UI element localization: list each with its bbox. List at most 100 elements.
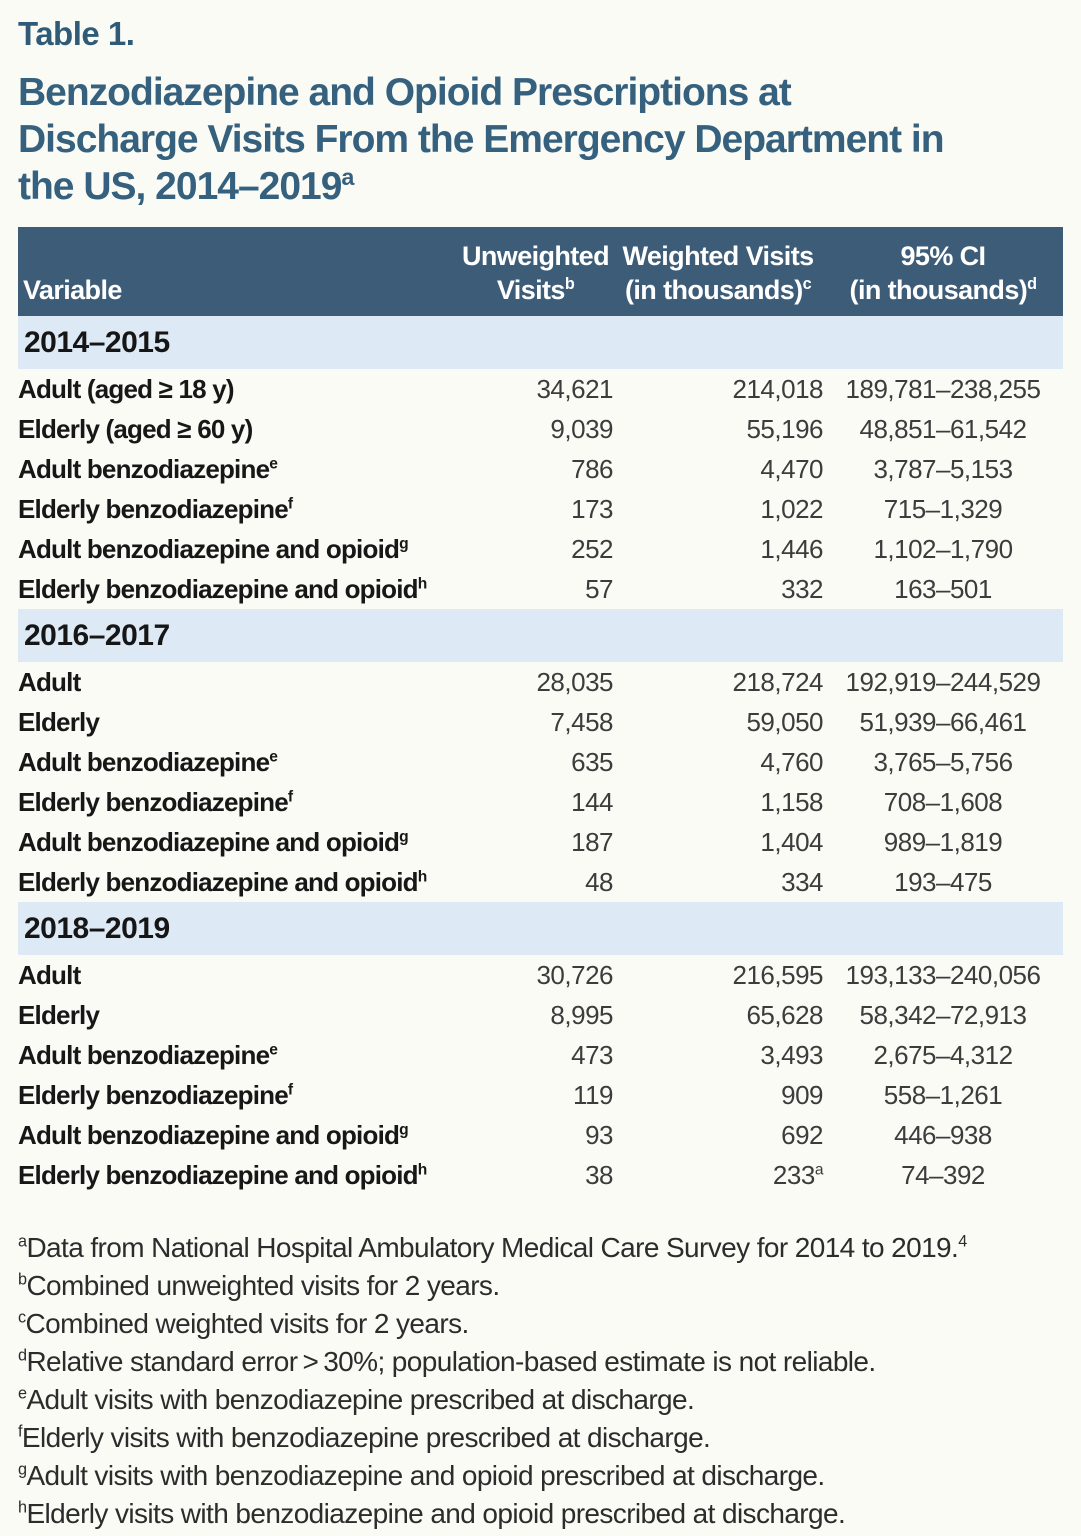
row-footnote-marker: e	[269, 1040, 278, 1058]
title-line-1: Benzodiazepine and Opioid Prescriptions …	[18, 71, 792, 114]
cell-95ci: 189,781–238,255	[845, 373, 1041, 404]
cell-95ci: 446–938	[894, 1119, 992, 1150]
cell-95ci: 558–1,261	[883, 1079, 1003, 1110]
cell-footnote-marker: a	[814, 1160, 824, 1178]
cell-weighted-visits: 218,724	[732, 666, 824, 697]
footnote-marker: h	[18, 1498, 27, 1517]
cell-weighted-visits: 233a	[772, 1159, 824, 1190]
table-row: Elderly benzodiazepinef 173 1,022 715–1,329	[18, 489, 1063, 529]
cell-unweighted-visits: 93	[585, 1119, 613, 1150]
cell-weighted-visits: 216,595	[732, 959, 824, 990]
footnote-g: gAdult visits with benzodiazepine and op…	[18, 1460, 825, 1491]
title-line-2: Discharge Visits From the Emergency Depa…	[18, 118, 945, 161]
column-header-unweighted-visits: Unweighted Visitsb	[458, 227, 613, 316]
cell-95ci: 163–501	[894, 573, 992, 604]
row-variable-label: Adult benzodiazepinee	[18, 1039, 278, 1070]
table-row: Adult (aged ≥ 18 y) 34,621 214,018 189,781–…	[18, 369, 1063, 409]
cell-95ci: 715–1,329	[883, 493, 1003, 524]
table-row: Adult benzodiazepinee 786 4,470 3,787–5,153	[18, 449, 1063, 489]
row-footnote-marker: h	[417, 574, 428, 592]
table-number-label: Table 1.	[18, 15, 135, 52]
cell-95ci: 989–1,819	[883, 826, 1003, 857]
title-footnote-marker: a	[341, 164, 354, 190]
table-row: Elderly benzodiazepine and opioidh 48 334 1…	[18, 862, 1063, 902]
row-footnote-marker: f	[287, 494, 293, 512]
table-row: Elderly (aged ≥ 60 y) 9,039 55,196 48,851–6…	[18, 409, 1063, 449]
row-variable-label: Elderly	[18, 706, 100, 737]
cell-unweighted-visits: 34,621	[536, 373, 613, 404]
cell-weighted-visits: 332	[781, 573, 823, 604]
column-footnote-marker: c	[802, 275, 812, 293]
column-footnote-marker: b	[564, 275, 575, 293]
row-footnote-marker: f	[287, 1080, 293, 1098]
row-footnote-marker: g	[399, 534, 409, 552]
row-variable-label: Elderly benzodiazepinef	[18, 786, 293, 817]
header-row: Variable Unweighted Visitsb Weighted Vis…	[18, 227, 1063, 316]
table-row: Elderly 7,458 59,050 51,939–66,461	[18, 702, 1063, 742]
table-row: Elderly benzodiazepine and opioidh 57 332 1…	[18, 569, 1063, 609]
cell-unweighted-visits: 473	[571, 1039, 613, 1070]
footnote-marker: f	[18, 1422, 23, 1441]
table-row: Elderly benzodiazepine and opioidh 38 233a…	[18, 1155, 1063, 1195]
section-row: 2018–2019	[18, 902, 1063, 955]
cell-unweighted-visits: 28,035	[536, 666, 613, 697]
table-title: Benzodiazepine and Opioid Prescriptions …	[18, 69, 1063, 210]
section-row: 2016–2017	[18, 609, 1063, 662]
column-header-weighted-visits: Weighted Visits (in thousands)c	[613, 227, 823, 316]
cell-unweighted-visits: 9,039	[550, 413, 613, 444]
cell-95ci: 2,675–4,312	[873, 1039, 1013, 1070]
row-variable-label: Adult benzodiazepinee	[18, 746, 278, 777]
table-row: Adult benzodiazepinee 473 3,493 2,675–4,312	[18, 1035, 1063, 1075]
cell-weighted-visits: 4,470	[760, 453, 823, 484]
cell-95ci: 58,342–72,913	[859, 999, 1027, 1030]
cell-95ci: 51,939–66,461	[859, 706, 1027, 737]
footnote-h: hElderly visits with benzodiazepine and …	[18, 1498, 846, 1529]
cell-95ci: 1,102–1,790	[873, 533, 1013, 564]
cell-unweighted-visits: 8,995	[550, 999, 613, 1030]
row-variable-label: Adult (aged ≥ 18 y)	[18, 373, 235, 404]
cell-unweighted-visits: 187	[571, 826, 613, 857]
cell-unweighted-visits: 30,726	[536, 959, 613, 990]
cell-weighted-visits: 4,760	[760, 746, 823, 777]
row-footnote-marker: f	[287, 787, 293, 805]
footnote-e: eAdult visits with benzodiazepine prescr…	[18, 1384, 695, 1415]
cell-95ci: 3,765–5,756	[873, 746, 1013, 777]
row-variable-label: Elderly (aged ≥ 60 y)	[18, 413, 253, 444]
table-row: Adult benzodiazepine and opioidg 93 692 446…	[18, 1115, 1063, 1155]
table-row: Adult 28,035 218,724 192,919–244,529	[18, 662, 1063, 702]
cell-95ci: 708–1,608	[883, 786, 1003, 817]
cell-weighted-visits: 1,158	[760, 786, 823, 817]
data-table: Variable Unweighted Visitsb Weighted Vis…	[18, 227, 1063, 1195]
footnote-marker: c	[18, 1308, 26, 1327]
row-variable-label: Elderly benzodiazepinef	[18, 1079, 293, 1110]
cell-weighted-visits: 1,022	[760, 493, 823, 524]
cell-unweighted-visits: 38	[585, 1159, 613, 1190]
cell-weighted-visits: 692	[781, 1119, 823, 1150]
footnote-a: aData from National Hospital Ambulatory …	[18, 1232, 967, 1263]
section-period-label: 2014–2015	[18, 316, 1063, 369]
table-row: Adult benzodiazepine and opioidg 187 1,404…	[18, 822, 1063, 862]
cell-95ci: 193–475	[894, 866, 992, 897]
row-variable-label: Elderly benzodiazepine and opioidh	[18, 573, 428, 604]
section-period-label: 2016–2017	[18, 609, 1063, 662]
cell-95ci: 74–392	[901, 1159, 985, 1190]
title-line-3: the US, 2014–2019a	[18, 164, 354, 208]
row-variable-label: Elderly	[18, 999, 100, 1030]
row-variable-label: Elderly benzodiazepine and opioidh	[18, 866, 427, 897]
column-header-95ci: 95% CI (in thousands)d	[823, 227, 1063, 316]
row-variable-label: Elderly benzodiazepine and opioidh	[18, 1159, 427, 1190]
cell-unweighted-visits: 635	[571, 746, 613, 777]
cell-weighted-visits: 65,628	[746, 999, 823, 1030]
row-variable-label: Adult benzodiazepinee	[18, 453, 278, 484]
table-body: 2014–2015 Adult (aged ≥ 18 y) 34,621 214,01…	[18, 316, 1063, 1195]
column-header-variable: Variable	[18, 227, 458, 316]
table-row: Elderly 8,995 65,628 58,342–72,913	[18, 995, 1063, 1035]
cell-weighted-visits: 909	[781, 1079, 823, 1110]
table-row: Adult benzodiazepine and opioidg 252 1,446…	[18, 529, 1063, 569]
row-variable-label: Adult benzodiazepine and opioidg	[18, 1119, 409, 1150]
cell-weighted-visits: 3,493	[760, 1039, 823, 1070]
footnote-f: fElderly visits with benzodiazepine pres…	[18, 1422, 711, 1453]
cell-unweighted-visits: 57	[585, 573, 613, 604]
table-row: Adult 30,726 216,595 193,133–240,056	[18, 955, 1063, 995]
